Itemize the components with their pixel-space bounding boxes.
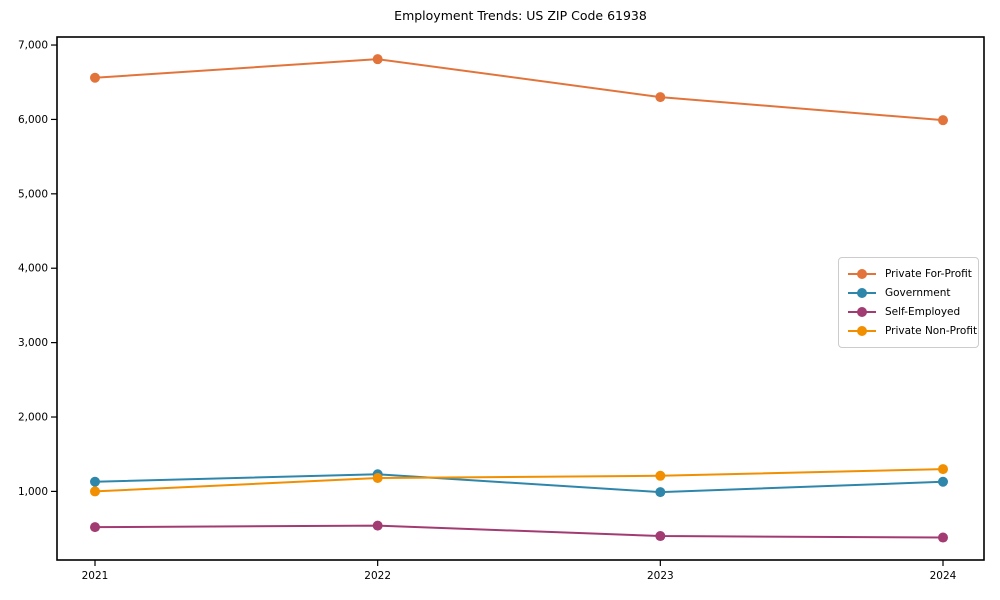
data-point-self-employed-2024 (938, 532, 948, 543)
series-line-private-non-profit (94, 468, 944, 493)
data-point-self-employed-2021 (90, 522, 100, 533)
y-tick-label: 5,000 (18, 188, 48, 200)
legend-item-private-non-profit: Private Non-Profit (847, 322, 977, 340)
data-point-self-employed-2022 (372, 520, 383, 531)
data-point-government-2021 (90, 476, 100, 487)
series-line-private-for-profit (94, 58, 944, 122)
data-point-private-for-profit-2024 (938, 115, 948, 126)
data-point-government-2023 (655, 487, 666, 498)
data-point-private-for-profit-2023 (655, 92, 666, 103)
data-point-private-non-profit-2024 (938, 464, 948, 475)
series-line-government (94, 473, 944, 494)
x-tick-label: 2023 (647, 570, 674, 582)
data-point-self-employed-2023 (655, 531, 666, 542)
legend-line-marker-icon (848, 307, 876, 317)
legend-item-private-for-profit: Private For-Profit (847, 265, 972, 283)
data-point-government-2024 (938, 476, 948, 487)
series-line-self-employed (94, 524, 944, 539)
data-point-private-non-profit-2022 (372, 473, 383, 484)
data-point-private-for-profit-2021 (90, 72, 100, 83)
x-tick-label: 2021 (82, 570, 109, 582)
chart-title: Employment Trends: US ZIP Code 61938 (394, 8, 647, 23)
legend-label: Self-Employed (885, 306, 961, 318)
y-tick-label: 2,000 (18, 412, 48, 424)
data-point-private-non-profit-2021 (90, 486, 100, 497)
legend-label: Private Non-Profit (885, 325, 978, 337)
data-point-private-non-profit-2023 (655, 470, 666, 481)
legend-line-marker-icon (848, 326, 876, 336)
y-tick-label: 3,000 (18, 337, 48, 349)
x-tick-label: 2024 (930, 570, 957, 582)
legend-line-marker-icon (848, 269, 876, 279)
y-tick-label: 6,000 (18, 114, 48, 126)
data-point-private-for-profit-2022 (372, 54, 383, 65)
y-tick-label: 7,000 (18, 40, 48, 52)
y-tick-label: 4,000 (18, 263, 48, 275)
legend-label: Private For-Profit (885, 268, 972, 280)
legend-item-self-employed: Self-Employed (847, 303, 970, 321)
legend-line-marker-icon (848, 288, 876, 298)
legend: Private For-Profit Government Self-Employe… (838, 257, 979, 348)
y-tick-label: 1,000 (18, 486, 48, 498)
legend-label: Government (885, 287, 951, 299)
x-tick-label: 2022 (364, 570, 391, 582)
plot-border (56, 36, 985, 561)
legend-item-government: Government (847, 284, 970, 302)
